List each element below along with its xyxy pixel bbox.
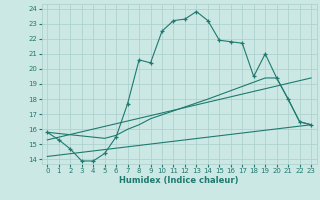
X-axis label: Humidex (Indice chaleur): Humidex (Indice chaleur) bbox=[119, 176, 239, 185]
